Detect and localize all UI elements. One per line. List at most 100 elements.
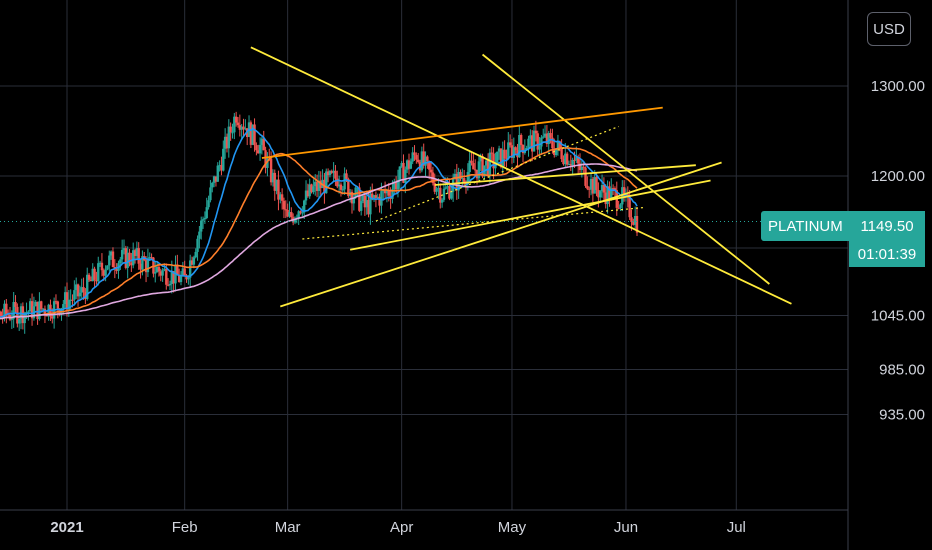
candle-body (170, 271, 174, 284)
candle-body (16, 306, 19, 324)
candle-body (111, 251, 115, 268)
candle-body (580, 166, 584, 170)
candle-body (315, 181, 319, 191)
candle-body (130, 262, 133, 266)
candle-body (545, 133, 549, 145)
candle-body (473, 169, 477, 171)
candle-body (203, 218, 207, 220)
currency-button[interactable]: USD (867, 12, 911, 46)
candle-body (98, 262, 102, 264)
candle-body (586, 185, 589, 189)
candle-body (630, 217, 633, 222)
candle-body (80, 287, 83, 293)
candle-body (137, 248, 140, 264)
candle-body (155, 266, 159, 273)
trendline-lower-ascending (280, 161, 722, 308)
candle-body (501, 149, 504, 167)
candle-body (249, 122, 253, 145)
candle-body (505, 158, 508, 160)
candle-body (602, 184, 606, 193)
candle-body (499, 148, 503, 167)
candle-body (43, 308, 47, 315)
candle-body (190, 260, 194, 265)
candle-body (354, 187, 357, 198)
candle-body (341, 189, 345, 191)
y-tick-label: 985.00 (879, 362, 925, 379)
candle-body (542, 136, 545, 138)
candle-body (407, 160, 411, 169)
candle-body (635, 216, 639, 233)
candle-body (297, 211, 300, 218)
candle-body (17, 318, 21, 324)
candle-body (251, 124, 254, 145)
candle-body (93, 268, 96, 280)
candle-body (492, 153, 495, 169)
x-tick-label: Jun (614, 519, 638, 536)
candle-body (409, 161, 413, 169)
x-tick-label: 2021 (50, 519, 83, 536)
candle-body (109, 251, 113, 256)
candle-body (597, 189, 600, 198)
candle-body (391, 189, 394, 199)
candle-body (86, 274, 89, 299)
candle-body (396, 179, 400, 190)
candle-body (558, 141, 561, 149)
candle-body (100, 262, 104, 271)
candle-body (159, 271, 162, 276)
candle-body (485, 160, 488, 166)
candle-body (551, 137, 554, 149)
candle-body (352, 197, 356, 204)
candle-body (258, 144, 262, 154)
candle-body (242, 126, 245, 130)
candle-body (146, 258, 150, 273)
channel-line-upper (261, 106, 663, 159)
candle-body (538, 146, 541, 150)
candle-body (266, 158, 269, 168)
candle-body (12, 302, 15, 319)
candle-body (51, 316, 54, 319)
trendline-dotted-rising (375, 125, 619, 222)
candle-body (599, 191, 602, 198)
candle-body (416, 159, 420, 163)
candle-body (525, 147, 528, 150)
moving-average-fast (0, 127, 638, 318)
candle-body (227, 126, 231, 149)
candle-body (619, 204, 622, 209)
candle-body (25, 312, 28, 314)
candle-body (238, 125, 242, 130)
candle-body (560, 148, 563, 160)
candle-body (347, 178, 350, 197)
candle-body (282, 200, 286, 210)
y-tick-label: 1300.00 (871, 78, 925, 95)
candle-body (385, 190, 389, 194)
y-tick-label: 935.00 (879, 407, 925, 424)
candle-body (277, 179, 280, 200)
candle-body (104, 269, 107, 276)
candle-body (508, 142, 512, 146)
candle-body (91, 268, 94, 282)
candle-body (157, 266, 161, 272)
candle-body (317, 180, 321, 191)
candle-body (405, 160, 409, 170)
candle-body (236, 122, 240, 126)
candle-body (192, 257, 196, 265)
candle-body (177, 275, 181, 283)
candle-body (600, 184, 604, 192)
candle-body (358, 187, 361, 211)
candle-body (589, 178, 593, 190)
candle-body (38, 301, 41, 320)
candle-body (181, 268, 185, 276)
candle-body (63, 292, 67, 305)
candle-body (512, 147, 516, 158)
candle-body (240, 126, 243, 130)
candle-body (14, 302, 17, 307)
candle-body (218, 165, 221, 167)
candle-body (273, 172, 276, 191)
candle-body (308, 184, 311, 197)
candle-body (543, 133, 547, 137)
candle-body (71, 299, 74, 301)
candle-body (301, 212, 304, 214)
candle-body (269, 158, 273, 183)
candle-body (582, 166, 585, 168)
